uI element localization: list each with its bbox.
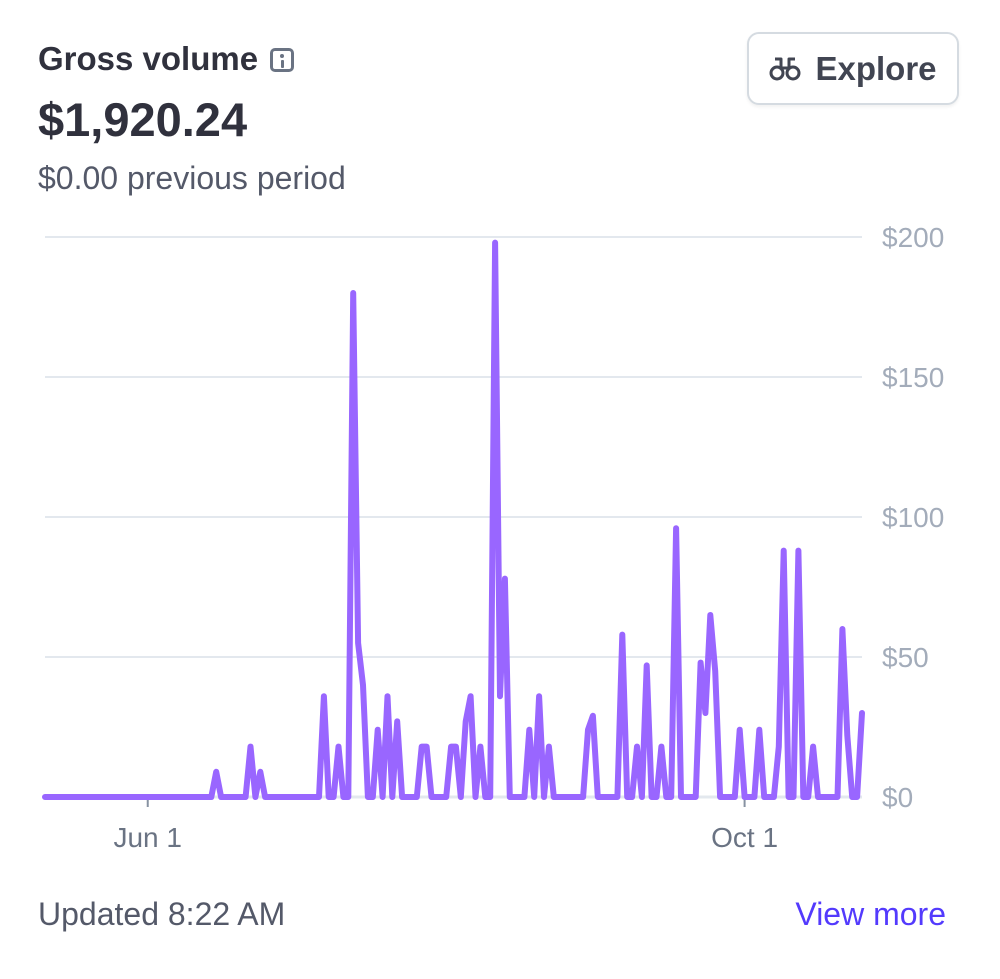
explore-button[interactable]: Explore [747,32,959,105]
y-axis-ticks: $0 $50 $100 $150 $200 [882,222,944,813]
binoculars-icon [769,57,801,80]
previous-period: $0.00 previous period [38,160,346,196]
x-axis-ticks: Jun 1 Oct 1 [113,797,778,853]
card-title: Gross volume [38,40,259,77]
chart-grid [45,236,862,799]
y-tick-label: $50 [882,642,929,673]
info-icon[interactable] [270,48,295,72]
x-tick-label: Jun 1 [113,822,182,853]
gross-volume-chart: $0 $50 $100 $150 $200 Jun 1 Oct 1 [42,222,944,853]
y-tick-label: $0 [882,782,913,813]
y-tick-label: $150 [882,362,944,393]
total-amount: $1,920.24 [38,93,248,146]
y-tick-label: $100 [882,502,944,533]
y-tick-label: $200 [882,222,944,253]
view-more-link[interactable]: View more [795,896,946,932]
title-row: Gross volume [38,40,295,78]
updated-timestamp: Updated 8:22 AM [38,896,286,932]
x-tick-label: Oct 1 [711,822,778,853]
series-line [42,239,865,800]
explore-label: Explore [815,49,937,87]
